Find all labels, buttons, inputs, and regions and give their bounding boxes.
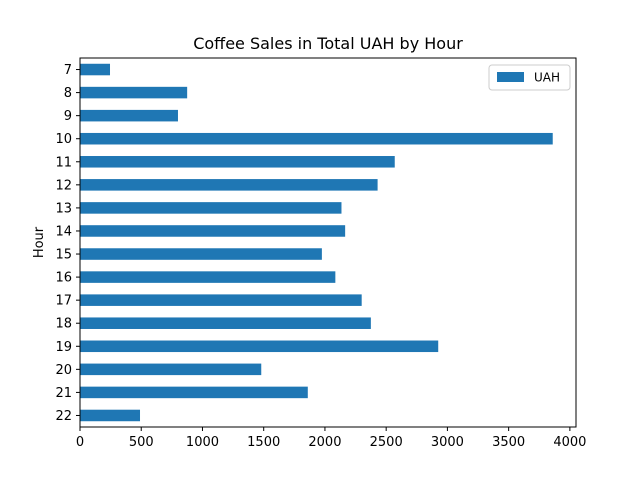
bar-hour-13 <box>80 202 342 214</box>
y-tick-label: 13 <box>55 201 72 216</box>
y-tick-label: 15 <box>55 248 72 263</box>
y-axis-ticks: 7 8 9 10 11 12 13 14 15 16 17 18 19 20 21 22 <box>55 63 80 424</box>
bar-hour-19 <box>80 340 439 353</box>
x-tick-label: 2500 <box>370 435 403 450</box>
y-tick-label: 17 <box>55 294 72 309</box>
bar-hour-14 <box>80 225 346 237</box>
x-tick-label: 1500 <box>247 435 280 450</box>
bar-hour-9 <box>80 109 178 122</box>
y-tick-label: 7 <box>64 63 72 78</box>
bar-hour-11 <box>80 156 395 168</box>
y-tick-label: 18 <box>55 317 72 332</box>
bar-hour-8 <box>80 86 188 99</box>
y-tick-label: 9 <box>64 109 72 124</box>
bar-hour-20 <box>80 363 262 376</box>
y-tick-label: 12 <box>55 178 72 193</box>
bar-hour-15 <box>80 248 322 260</box>
bar-hour-17 <box>80 294 362 306</box>
y-tick-label: 22 <box>55 409 72 424</box>
x-axis-ticks: 0 500 1000 1500 2000 2500 3000 3500 4000 <box>76 427 586 450</box>
x-tick-label: 3500 <box>492 435 525 450</box>
bars-group <box>80 63 553 422</box>
y-tick-label: 19 <box>55 340 72 355</box>
legend: UAH <box>488 64 571 91</box>
y-tick-label: 16 <box>55 271 72 286</box>
bar-hour-7 <box>80 63 111 76</box>
bar-hour-16 <box>80 271 336 283</box>
bar-hour-18 <box>80 317 371 329</box>
y-tick-label: 20 <box>55 363 72 378</box>
y-tick-label: 21 <box>55 386 72 401</box>
bar-hour-22 <box>80 409 141 422</box>
x-tick-label: 1000 <box>186 435 219 450</box>
bar-hour-10 <box>80 132 553 145</box>
legend-label: UAH <box>534 71 560 85</box>
chart-title: Coffee Sales in Total UAH by Hour <box>193 34 463 53</box>
y-tick-label: 11 <box>55 155 72 170</box>
y-tick-label: 14 <box>55 224 72 239</box>
x-tick-label: 500 <box>129 435 154 450</box>
y-tick-label: 8 <box>64 86 72 101</box>
y-axis-label: Hour <box>32 226 47 258</box>
bar-hour-12 <box>80 179 378 191</box>
legend-frame <box>488 64 571 91</box>
x-tick-label: 4000 <box>553 435 586 450</box>
x-tick-label: 0 <box>76 435 84 450</box>
bar-hour-21 <box>80 386 308 399</box>
y-tick-label: 10 <box>55 132 72 147</box>
x-tick-label: 2000 <box>308 435 341 450</box>
x-tick-label: 3000 <box>431 435 464 450</box>
plot-frame <box>79 57 577 428</box>
legend-swatch <box>497 72 524 82</box>
